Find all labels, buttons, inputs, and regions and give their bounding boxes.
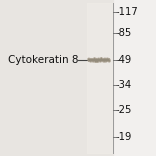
- Text: Cytokeratin 8: Cytokeratin 8: [8, 55, 79, 65]
- Bar: [0, 0, 113, 156]
- Bar: [87, 3, 112, 153]
- Text: -117: -117: [115, 7, 138, 17]
- Text: -49: -49: [115, 55, 132, 65]
- Text: -25: -25: [115, 105, 132, 115]
- Text: -19: -19: [115, 132, 132, 142]
- Text: -34: -34: [115, 80, 132, 90]
- Text: -85: -85: [115, 28, 132, 38]
